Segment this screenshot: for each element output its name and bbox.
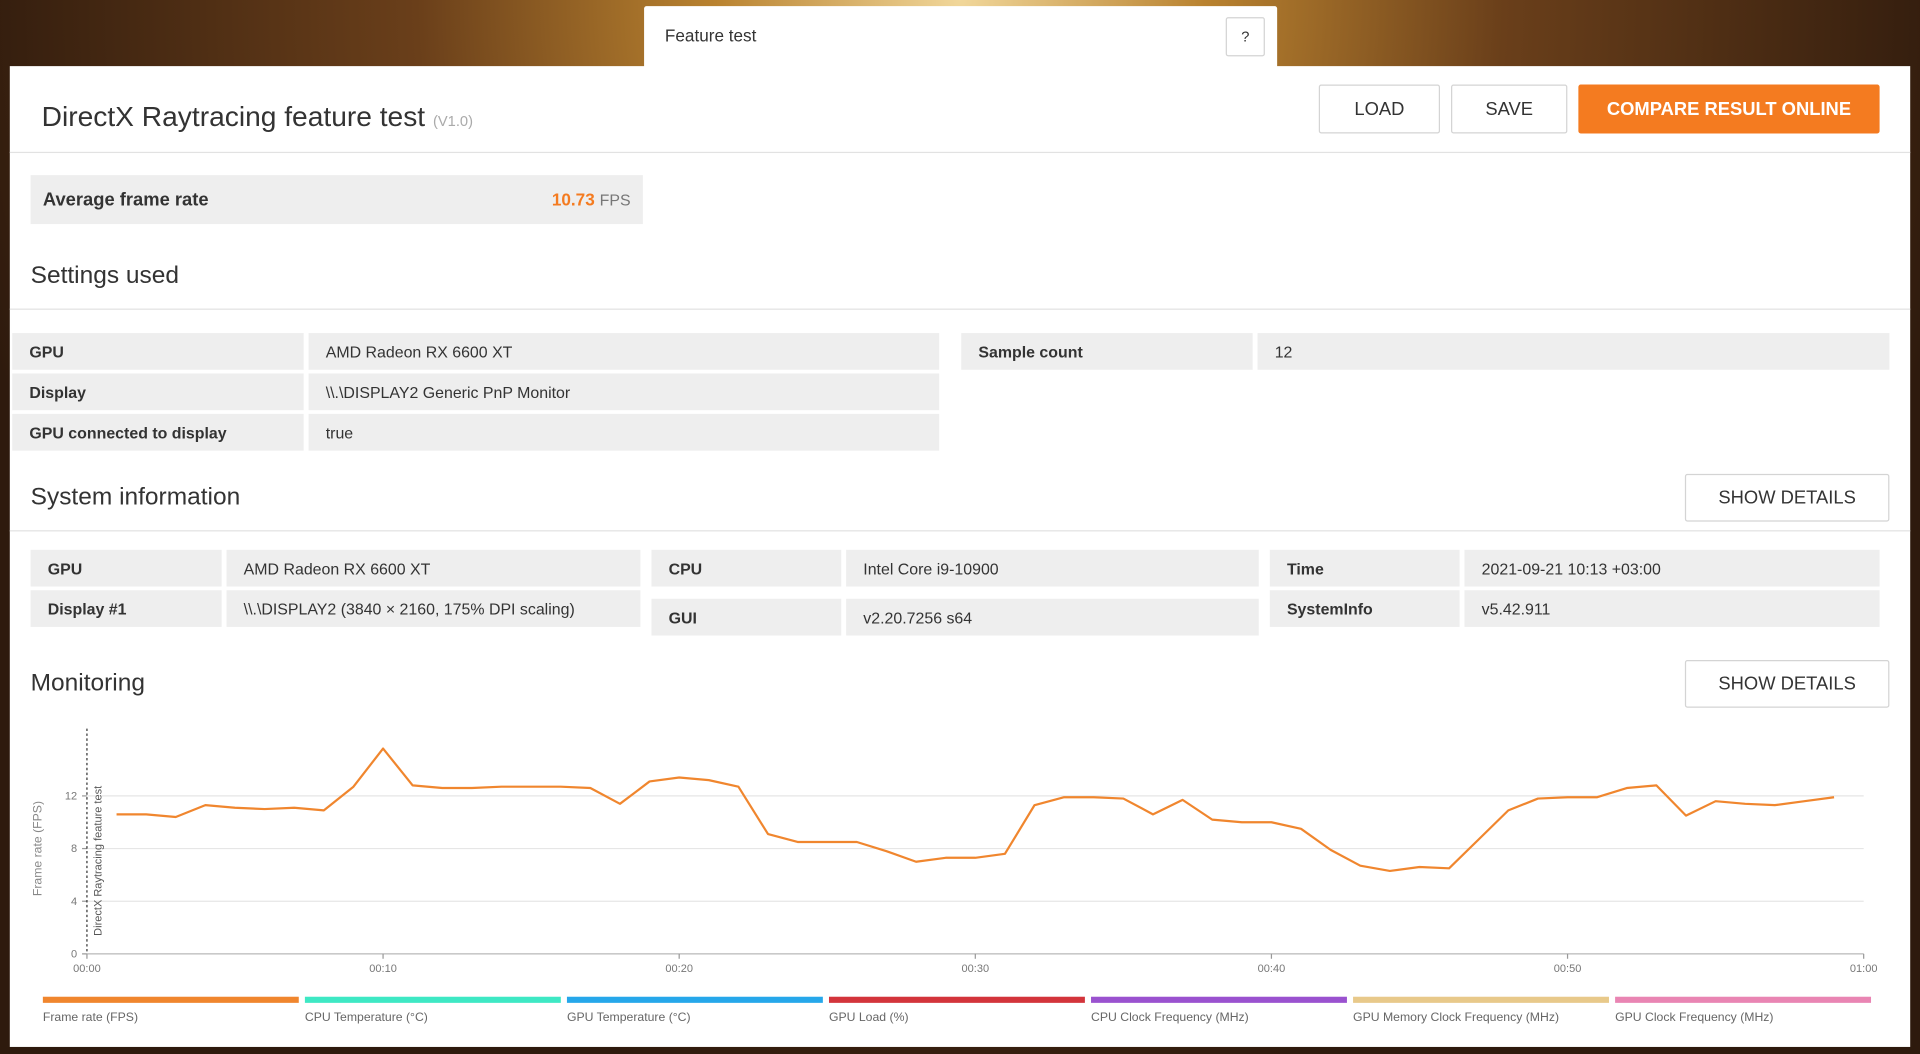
version: (V1.0) [432,112,473,130]
section-title: System information [30,483,241,511]
info-label: Display #1 [30,590,222,627]
help-button[interactable]: ? [1225,17,1265,57]
divider [9,151,1911,154]
summary-label: Average frame rate [42,189,209,211]
page-title: DirectX Raytracing feature test [41,100,426,133]
info-value: AMD Radeon RX 6600 XT [226,549,641,587]
legend-label: GPU Memory Clock Frequency (MHz) [1353,1010,1559,1024]
section-title: Settings used [30,262,180,289]
line [116,747,1835,873]
info-value: v2.20.7256 s64 [846,598,1259,636]
x-tick-label: 00:20 [665,963,693,975]
header: DirectX Raytracing feature test (V1.0) [42,100,473,133]
show-details-button[interactable]: SHOW DETAILS [1684,660,1890,708]
setting-value: true [308,413,940,451]
setting-value: \\.\DISPLAY2 Generic PnP Monitor [308,373,940,411]
setting-label: GPU connected to display [12,413,304,451]
legend-swatch [828,996,1085,1003]
y-tick-label: 8 [71,843,77,855]
y-tick-label: 4 [71,896,77,908]
setting-label: Sample count [961,333,1253,370]
info-label: CPU [651,549,842,587]
legend-swatch [1091,996,1347,1003]
load-button[interactable]: LOAD [1318,84,1441,134]
legend-swatch [42,996,299,1003]
legend-label: Frame rate (FPS) [43,1010,138,1024]
section-title: Monitoring [30,669,145,697]
info-value: \\.\DISPLAY2 (3840 × 2160, 175% DPI scal… [226,590,641,627]
legend-label: GPU Temperature (°C) [567,1010,691,1024]
setting-value: AMD Radeon RX 6600 XT [308,333,940,370]
y-tick-label: 0 [71,949,77,961]
info-label: GUI [651,598,842,636]
summary-unit: FPS [599,190,631,209]
setting-label: GPU [12,333,304,370]
legend-swatch [566,996,823,1003]
show-details-button[interactable]: SHOW DETAILS [1684,473,1890,522]
divider [9,530,1911,532]
legend-label: CPU Temperature (°C) [305,1010,428,1024]
y-axis-label: Frame rate (FPS) [31,801,45,896]
setting-value: 12 [1257,333,1890,370]
info-value: Intel Core i9-10900 [846,549,1259,587]
legend-label: GPU Clock Frequency (MHz) [1615,1010,1773,1024]
legend-label: CPU Clock Frequency (MHz) [1091,1010,1249,1024]
x-tick-label: 00:00 [73,963,101,975]
tab: Feature test ? [644,6,1278,70]
save-button[interactable]: SAVE [1451,84,1568,134]
compare-button[interactable]: COMPARE RESULT ONLINE [1578,84,1880,134]
x-tick-label: 00:40 [1258,963,1286,975]
x-tick-label: 00:30 [962,963,990,975]
legend-swatch [304,996,561,1003]
x-tick-label: 00:10 [369,963,397,975]
annotation: DirectX Raytracing feature test [93,786,105,936]
legend-swatch [1615,996,1872,1003]
summary-value: 10.73 [551,189,595,210]
x-tick-label: 00:50 [1554,963,1582,975]
summary: Average frame rate 10.73 FPS [30,175,643,225]
x-tick-label: 01:00 [1850,963,1878,975]
legend-label: GPU Load (%) [829,1010,909,1024]
info-label: Time [1269,549,1460,587]
info-value: v5.42.911 [1464,590,1880,627]
divider [9,308,1911,310]
info-label: GPU [30,549,222,587]
y-tick-label: 12 [65,791,77,803]
tab-title: Feature test [664,25,757,46]
legend-swatch [1353,996,1609,1003]
setting-label: Display [12,373,304,411]
info-label: SystemInfo [1269,590,1460,627]
info-value: 2021-09-21 10:13 +03:00 [1464,549,1880,587]
